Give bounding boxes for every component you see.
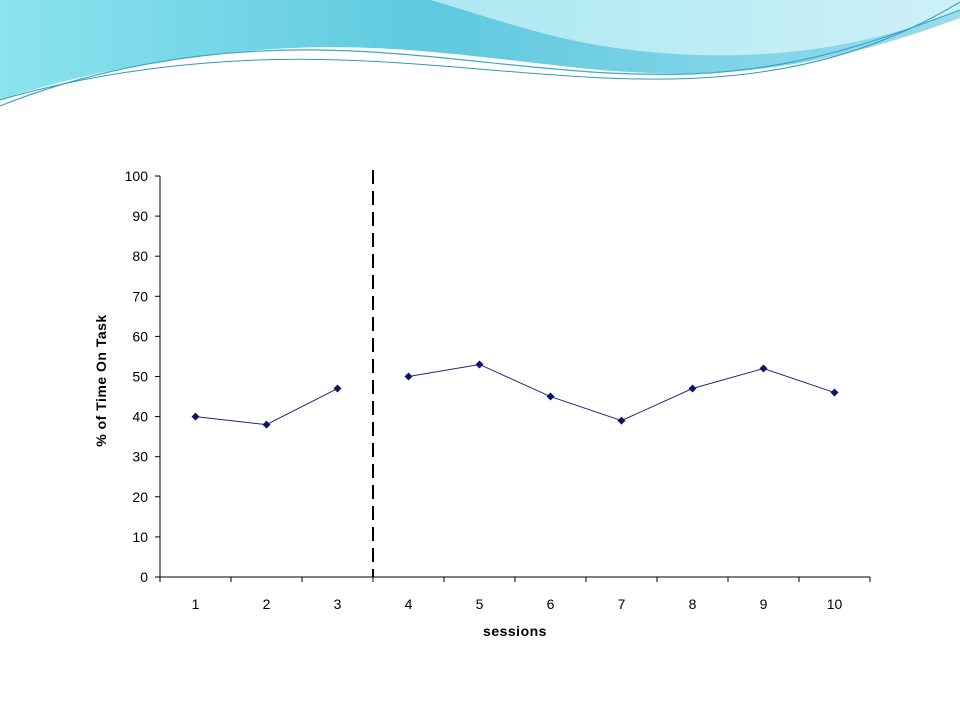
y-tick-label: 80	[132, 248, 148, 264]
x-tick-label: 1	[192, 596, 200, 612]
data-point-marker	[404, 372, 413, 381]
x-tick-label: 7	[618, 596, 626, 612]
y-tick-label: 20	[132, 489, 148, 505]
y-tick-label: 0	[140, 569, 148, 585]
x-axis: 1 2 3 4 5 6 7 8 9 10	[159, 576, 871, 612]
data-point-marker	[759, 364, 768, 373]
x-tick-label: 4	[405, 596, 413, 612]
x-tick-label: 5	[476, 596, 484, 612]
series-time-on-task	[191, 360, 839, 429]
x-tick-label: 2	[263, 596, 271, 612]
header-wave-decoration	[0, 0, 960, 107]
x-axis-title: sessions	[483, 623, 547, 639]
y-tick-label: 10	[132, 529, 148, 545]
y-tick-label: 30	[132, 449, 148, 465]
y-tick-label: 90	[132, 208, 148, 224]
data-point-marker	[617, 416, 626, 425]
data-point-marker	[830, 388, 839, 397]
y-tick-label: 100	[125, 168, 149, 184]
y-tick-label: 40	[132, 409, 148, 425]
y-axis: 0 10 20 30 40 50 60 70 80 90 100	[125, 168, 161, 585]
series-line-segment-2	[408, 363, 835, 422]
data-point-marker	[546, 392, 555, 401]
series-line-segment-1	[195, 388, 338, 426]
x-tick-label: 8	[689, 596, 697, 612]
y-tick-label: 50	[132, 369, 148, 385]
y-axis-title: % of Time On Task	[93, 314, 109, 446]
x-tick-label: 10	[827, 596, 843, 612]
x-tick-label: 3	[334, 596, 342, 612]
data-point-marker	[262, 420, 271, 429]
x-tick-label: 9	[760, 596, 768, 612]
x-tick-label: 6	[547, 596, 555, 612]
data-point-marker	[333, 384, 342, 393]
data-point-marker	[475, 360, 484, 369]
data-point-marker	[688, 384, 697, 393]
y-tick-label: 70	[132, 288, 148, 304]
data-point-marker	[191, 412, 200, 421]
y-tick-label: 60	[132, 328, 148, 344]
